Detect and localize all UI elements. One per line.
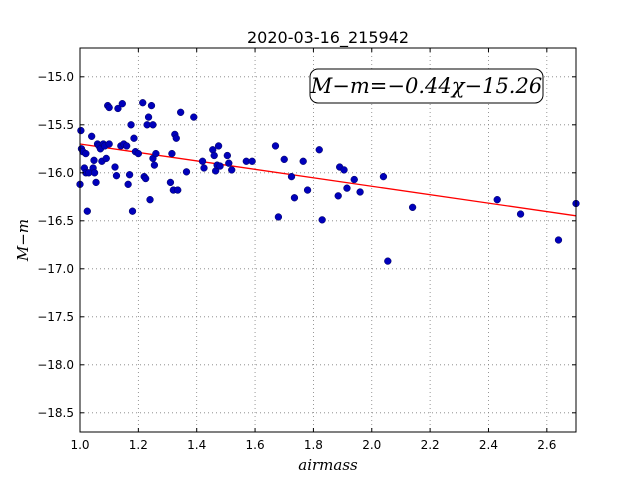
y-tick-label: −16.5	[37, 214, 74, 228]
data-point	[144, 113, 153, 121]
x-tick-label: 1.4	[187, 438, 206, 452]
data-point	[408, 203, 417, 212]
fit-line-layer	[79, 143, 577, 217]
y-tick-label: −17.5	[37, 310, 74, 324]
data-point	[111, 163, 119, 171]
data-point	[146, 196, 154, 204]
data-point	[141, 174, 150, 183]
data-point	[223, 151, 231, 160]
data-point	[225, 159, 233, 167]
data-point	[150, 161, 159, 169]
data-point	[123, 142, 131, 150]
data-point	[248, 157, 256, 165]
data-point	[152, 149, 160, 158]
data-point	[118, 100, 126, 108]
y-tick-label: −17.0	[37, 262, 74, 276]
data-point	[166, 178, 175, 187]
fit-line	[79, 143, 577, 217]
y-axis-label: M−m	[14, 219, 32, 262]
y-tick-label: −15.0	[37, 70, 74, 84]
data-point	[174, 186, 182, 194]
data-point	[299, 157, 307, 165]
data-point	[128, 207, 137, 215]
x-axis-label: airmass	[298, 456, 358, 474]
data-point	[112, 172, 121, 180]
data-point	[88, 132, 96, 140]
x-tick-label: 1.2	[129, 438, 148, 452]
data-point	[177, 108, 185, 116]
x-tick-label: 1.6	[246, 438, 265, 452]
fit-annotation-box: M−m=−0.44χ−15.26	[309, 68, 544, 104]
chart-title: 2020-03-16_215942	[247, 28, 409, 48]
x-tick-label: 2.4	[479, 438, 498, 452]
data-point	[102, 154, 110, 163]
data-point	[92, 178, 100, 187]
x-tick-label: 2.2	[421, 438, 440, 452]
data-point	[124, 180, 132, 188]
data-point	[168, 149, 176, 158]
x-tick-label: 2.6	[537, 438, 556, 452]
data-point	[350, 175, 358, 184]
data-point	[318, 216, 326, 224]
data-point	[228, 166, 236, 174]
data-point	[127, 121, 135, 129]
y-tick-label: −18.0	[37, 358, 74, 372]
data-point	[334, 192, 342, 200]
data-point	[290, 194, 299, 202]
data-point	[105, 140, 113, 148]
data-point	[356, 188, 364, 196]
data-point	[139, 99, 147, 107]
data-point	[105, 103, 113, 112]
data-point	[83, 207, 91, 215]
x-tick-label: 1.8	[304, 438, 323, 452]
y-tick-label: −16.0	[37, 166, 74, 180]
ticks-layer: 1.0 1.2 1.4 1.6 1.8 2.0 2.2 2.4 2.6 −15.0 −15.5 −16…	[37, 48, 576, 452]
data-point	[274, 213, 283, 221]
data-point	[493, 196, 501, 204]
data-point	[303, 186, 312, 194]
points-layer	[76, 99, 580, 265]
data-point	[214, 142, 223, 150]
data-point	[90, 169, 99, 177]
data-point	[216, 162, 224, 170]
data-point	[90, 156, 98, 164]
data-point	[182, 168, 191, 176]
data-point	[114, 104, 122, 113]
data-point	[134, 149, 143, 158]
plot-area	[80, 48, 576, 432]
data-point	[210, 151, 218, 160]
data-point	[340, 166, 348, 174]
data-point	[315, 146, 323, 154]
data-point	[384, 257, 392, 265]
grid-layer	[79, 48, 576, 432]
data-point	[271, 142, 280, 150]
data-point	[200, 164, 208, 172]
data-point	[554, 236, 563, 244]
plot-frame	[79, 47, 577, 433]
data-point	[172, 134, 180, 142]
y-tick-label: −18.5	[37, 406, 74, 420]
data-point	[125, 171, 134, 179]
data-point	[379, 172, 388, 181]
data-point	[287, 172, 296, 181]
data-point	[130, 134, 138, 142]
data-point	[77, 126, 85, 135]
x-tick-label: 1.0	[70, 438, 89, 452]
data-point	[516, 210, 525, 218]
data-point	[198, 157, 207, 165]
data-point	[149, 121, 157, 129]
data-point	[343, 184, 351, 192]
data-point	[190, 113, 198, 121]
x-tick-label: 2.0	[362, 438, 381, 452]
y-tick-label: −15.5	[37, 118, 74, 132]
data-point	[280, 155, 288, 164]
fit-equation-label: M−m=−0.44χ−15.26	[310, 74, 542, 98]
annotation-frame	[309, 68, 544, 104]
data-point	[82, 149, 90, 158]
data-point	[147, 101, 156, 110]
